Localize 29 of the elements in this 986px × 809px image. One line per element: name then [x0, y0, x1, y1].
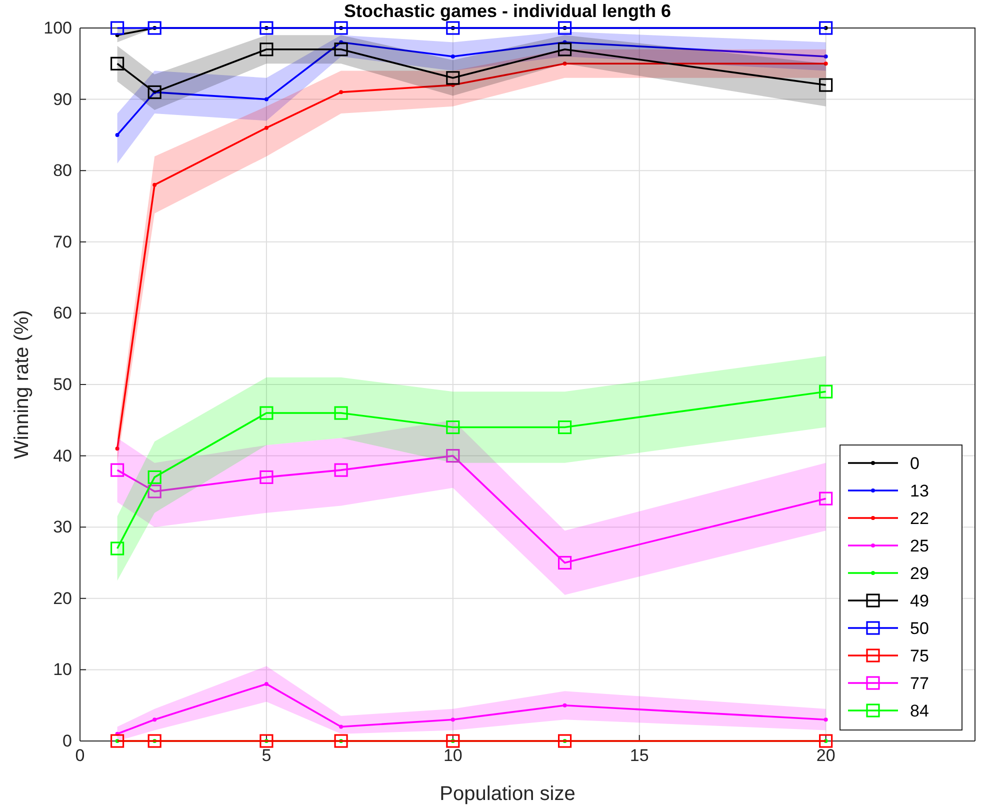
- y-tick-label: 30: [53, 518, 72, 537]
- x-tick-label: 10: [443, 746, 462, 766]
- y-tick-label: 80: [53, 161, 72, 180]
- legend-label: 50: [910, 619, 929, 638]
- x-tick-label: 5: [262, 746, 272, 766]
- y-tick-label: 60: [53, 304, 72, 323]
- legend-label: 77: [910, 674, 929, 693]
- x-tick-label: 20: [816, 746, 836, 766]
- legend-label: 84: [910, 702, 929, 720]
- y-axis-title: Winning rate (%): [11, 310, 33, 459]
- chart-title: Stochastic games - individual length 6: [344, 1, 672, 21]
- y-tick-label: 90: [53, 90, 72, 109]
- y-tick-label: 50: [53, 374, 72, 394]
- y-tick-label: 70: [53, 232, 72, 252]
- legend-label: 75: [910, 646, 929, 666]
- y-tick-label: 100: [44, 18, 72, 38]
- y-tick-label: 40: [53, 446, 72, 466]
- x-tick-label: 15: [630, 746, 649, 766]
- x-axis-title: Population size: [440, 783, 576, 805]
- y-tick-label: 0: [62, 731, 72, 750]
- legend-label: 13: [910, 482, 929, 500]
- legend-label: 29: [910, 564, 929, 583]
- y-tick-label: 10: [53, 660, 72, 680]
- y-tick-label: 20: [53, 588, 72, 608]
- x-tick-label: 0: [75, 746, 85, 766]
- legend-label: 25: [910, 536, 929, 556]
- legend-label: 49: [910, 592, 929, 610]
- legend-label: 0: [910, 454, 920, 473]
- legend-label: 22: [910, 509, 929, 528]
